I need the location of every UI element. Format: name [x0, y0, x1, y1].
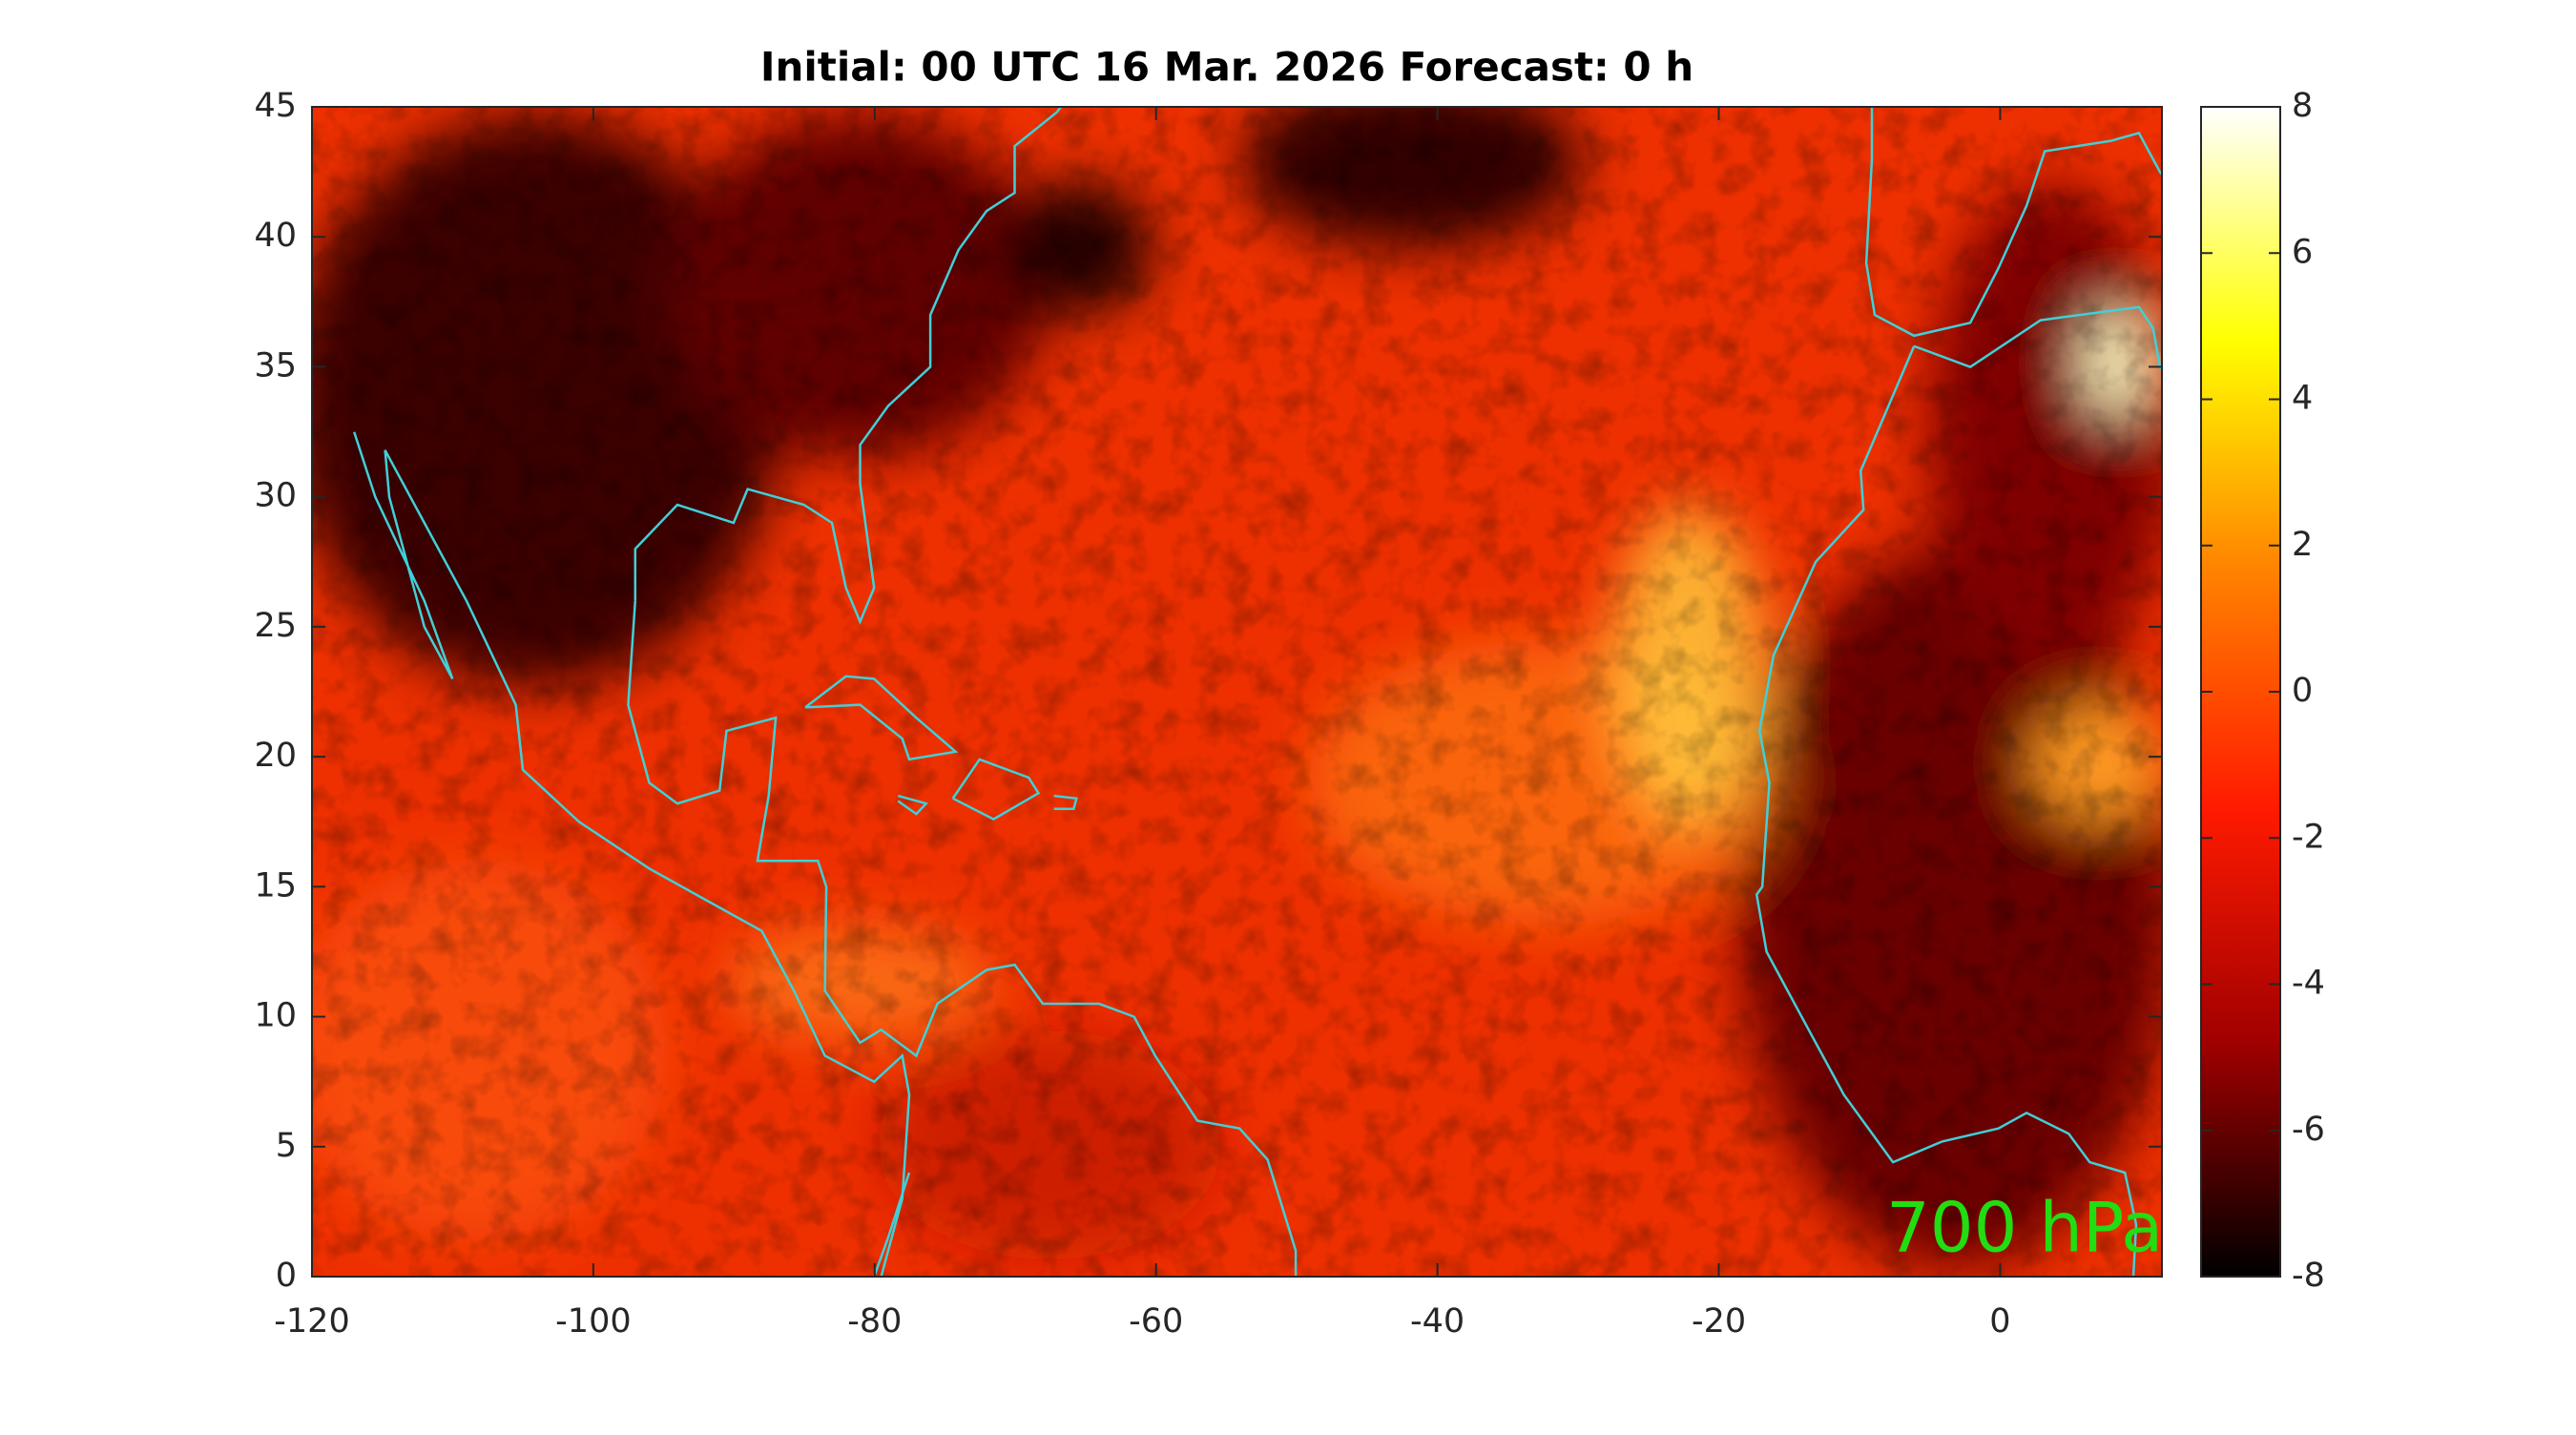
y-tick-label: 40: [254, 217, 297, 255]
level-annotation: 700 hPa: [1886, 1188, 2163, 1268]
x-tick-label: -20: [1692, 1302, 1746, 1341]
x-tick-label: -80: [847, 1302, 902, 1341]
coastline: [1053, 794, 1078, 810]
coastline: [804, 675, 959, 761]
x-tick-label: 0: [1989, 1302, 2010, 1341]
colorbar-tick-label: 4: [2292, 380, 2313, 418]
colorbar-tick-label: -8: [2292, 1257, 2325, 1295]
y-tick-label: 0: [276, 1257, 297, 1295]
y-tick-label: 45: [254, 87, 297, 125]
colorbar: [2200, 106, 2281, 1278]
colorbar-tick-label: -6: [2292, 1111, 2325, 1149]
coastline: [897, 794, 929, 816]
colorbar-tick-label: 0: [2292, 672, 2313, 710]
coastline: [873, 1172, 911, 1277]
colorbar-tick-label: -2: [2292, 818, 2325, 856]
coastline: [1755, 345, 2138, 1277]
y-tick-label: 25: [254, 607, 297, 645]
x-tick-label: -40: [1410, 1302, 1465, 1341]
y-tick-label: 15: [254, 866, 297, 905]
coastline: [634, 107, 1063, 625]
coastline: [353, 431, 911, 1277]
colorbar-tick-label: 6: [2292, 233, 2313, 271]
field-layer: [312, 107, 2162, 1277]
colorbar-tick-label: 8: [2292, 87, 2313, 125]
field-texture: [312, 107, 2162, 1277]
colorbar-tick-label: 2: [2292, 526, 2313, 564]
y-tick-label: 30: [254, 477, 297, 515]
x-tick-label: -60: [1129, 1302, 1183, 1341]
y-tick-label: 10: [254, 997, 297, 1035]
y-tick-label: 35: [254, 346, 297, 385]
plot-frame: [311, 106, 2163, 1278]
chart-title: Initial: 00 UTC 16 Mar. 2026 Forecast: 0…: [760, 44, 1693, 91]
x-tick-label: -100: [555, 1302, 631, 1341]
coastline: [627, 600, 1298, 1277]
x-tick-label: -120: [274, 1302, 349, 1341]
coastline: [951, 758, 1041, 821]
coastlines: [353, 107, 2162, 1277]
y-tick-label: 5: [276, 1127, 297, 1165]
coastline: [1864, 107, 2162, 338]
colorbar-tick-label: -4: [2292, 965, 2325, 1003]
y-tick-label: 20: [254, 737, 297, 775]
